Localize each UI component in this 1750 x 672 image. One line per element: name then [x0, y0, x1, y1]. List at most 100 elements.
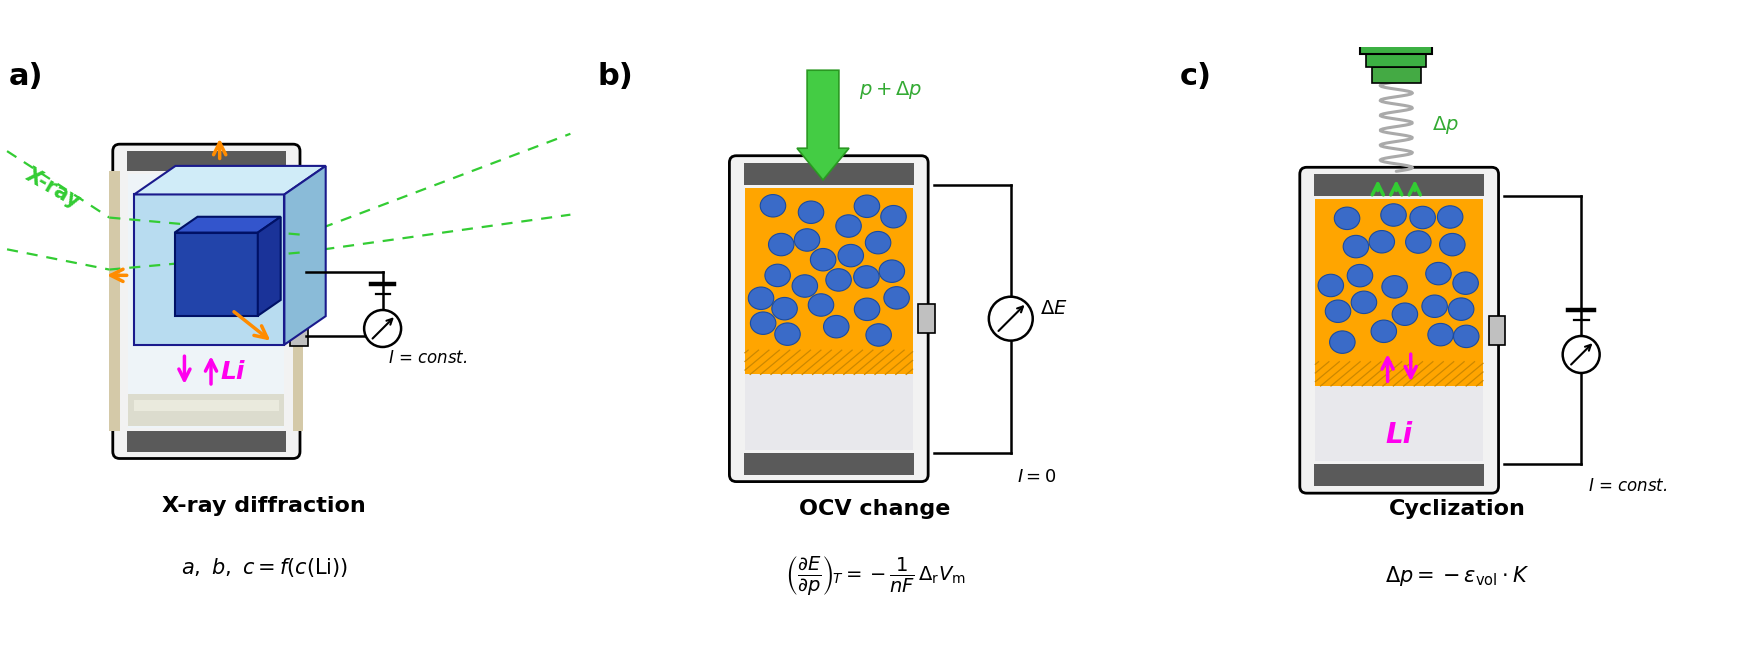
Ellipse shape — [866, 324, 891, 346]
Ellipse shape — [1410, 206, 1435, 228]
Ellipse shape — [772, 298, 798, 320]
Ellipse shape — [824, 315, 849, 338]
Circle shape — [364, 310, 401, 347]
Bar — [744, 163, 914, 185]
Ellipse shape — [1405, 230, 1431, 253]
Bar — [744, 453, 914, 474]
Bar — [128, 394, 285, 425]
Polygon shape — [175, 217, 280, 233]
Bar — [1314, 464, 1484, 487]
Ellipse shape — [1452, 272, 1479, 294]
Ellipse shape — [836, 215, 861, 237]
Ellipse shape — [810, 249, 836, 271]
Bar — [108, 171, 119, 431]
Ellipse shape — [1382, 276, 1407, 298]
Bar — [128, 151, 285, 171]
Ellipse shape — [1423, 295, 1447, 317]
Ellipse shape — [794, 228, 819, 251]
Ellipse shape — [765, 264, 791, 287]
FancyBboxPatch shape — [112, 144, 299, 458]
Bar — [746, 350, 912, 374]
Ellipse shape — [826, 269, 850, 291]
Bar — [1367, 54, 1426, 67]
Ellipse shape — [864, 231, 891, 254]
Bar — [1360, 22, 1431, 54]
Ellipse shape — [775, 323, 800, 345]
Ellipse shape — [854, 298, 880, 321]
Ellipse shape — [1348, 264, 1372, 287]
Text: X-ray diffraction: X-ray diffraction — [163, 497, 366, 517]
Bar — [290, 262, 308, 288]
Bar — [135, 400, 278, 411]
Polygon shape — [135, 194, 285, 345]
Ellipse shape — [884, 287, 910, 309]
Ellipse shape — [1449, 298, 1474, 321]
Text: b): b) — [598, 62, 633, 91]
Text: OCV change: OCV change — [800, 499, 950, 519]
Text: Li: Li — [220, 360, 245, 384]
Polygon shape — [175, 233, 257, 316]
Ellipse shape — [1368, 230, 1395, 253]
Ellipse shape — [878, 260, 905, 282]
Ellipse shape — [1334, 207, 1360, 230]
Bar — [1372, 67, 1421, 83]
Ellipse shape — [798, 201, 824, 224]
Bar — [1316, 199, 1482, 362]
Circle shape — [1563, 336, 1600, 373]
Ellipse shape — [1325, 300, 1351, 323]
Bar — [1489, 316, 1505, 345]
Bar — [1314, 174, 1484, 196]
Ellipse shape — [751, 312, 775, 335]
Text: $p + \Delta p$: $p + \Delta p$ — [859, 79, 922, 101]
Ellipse shape — [1344, 235, 1368, 258]
Text: Cyclization: Cyclization — [1388, 499, 1526, 519]
Text: $\Delta p = -\varepsilon_{\mathrm{vol}} \cdot K$: $\Delta p = -\varepsilon_{\mathrm{vol}} … — [1384, 564, 1530, 588]
Ellipse shape — [1454, 325, 1479, 347]
Bar — [746, 187, 912, 350]
Ellipse shape — [880, 206, 906, 228]
Ellipse shape — [793, 275, 817, 297]
Ellipse shape — [1381, 204, 1407, 226]
FancyBboxPatch shape — [730, 156, 928, 482]
Bar — [1316, 386, 1482, 462]
Text: $I$ = const.: $I$ = const. — [1587, 477, 1668, 495]
Ellipse shape — [854, 265, 878, 288]
Bar — [746, 374, 912, 450]
Ellipse shape — [838, 245, 863, 267]
Ellipse shape — [1370, 320, 1396, 343]
Bar — [919, 304, 934, 333]
Bar — [128, 431, 285, 452]
Bar — [292, 171, 303, 431]
Text: $a,\ b,\ c = f(c(\mathrm{Li}))$: $a,\ b,\ c = f(c(\mathrm{Li}))$ — [180, 556, 348, 579]
FancyArrow shape — [796, 70, 849, 180]
Ellipse shape — [854, 195, 880, 218]
Ellipse shape — [1440, 233, 1465, 256]
FancyBboxPatch shape — [1300, 167, 1498, 493]
Bar — [128, 174, 285, 429]
Ellipse shape — [768, 233, 794, 256]
Text: a): a) — [9, 62, 44, 91]
Polygon shape — [257, 217, 280, 316]
Bar — [1316, 362, 1482, 386]
Ellipse shape — [1426, 262, 1451, 285]
Ellipse shape — [1437, 206, 1463, 228]
Circle shape — [989, 297, 1032, 341]
Ellipse shape — [808, 294, 833, 317]
Ellipse shape — [1318, 274, 1344, 297]
Ellipse shape — [1351, 291, 1377, 314]
Text: $\Delta E$: $\Delta E$ — [1040, 299, 1068, 318]
Ellipse shape — [1330, 331, 1354, 353]
Text: c): c) — [1180, 62, 1211, 91]
Text: $I$ = const.: $I$ = const. — [388, 349, 467, 367]
Ellipse shape — [1393, 303, 1418, 325]
Text: $I = 0$: $I = 0$ — [1017, 468, 1055, 486]
Ellipse shape — [760, 194, 786, 217]
Ellipse shape — [1428, 323, 1452, 346]
Text: $\left(\dfrac{\partial E}{\partial p}\right)_{\!T} = -\dfrac{1}{nF}\,\Delta_{\ma: $\left(\dfrac{\partial E}{\partial p}\ri… — [784, 554, 966, 597]
Polygon shape — [285, 166, 326, 345]
Bar — [290, 320, 308, 346]
Text: X-ray: X-ray — [21, 165, 84, 212]
Text: $\Delta p$: $\Delta p$ — [1432, 114, 1460, 136]
Polygon shape — [135, 166, 326, 194]
Ellipse shape — [749, 287, 774, 310]
